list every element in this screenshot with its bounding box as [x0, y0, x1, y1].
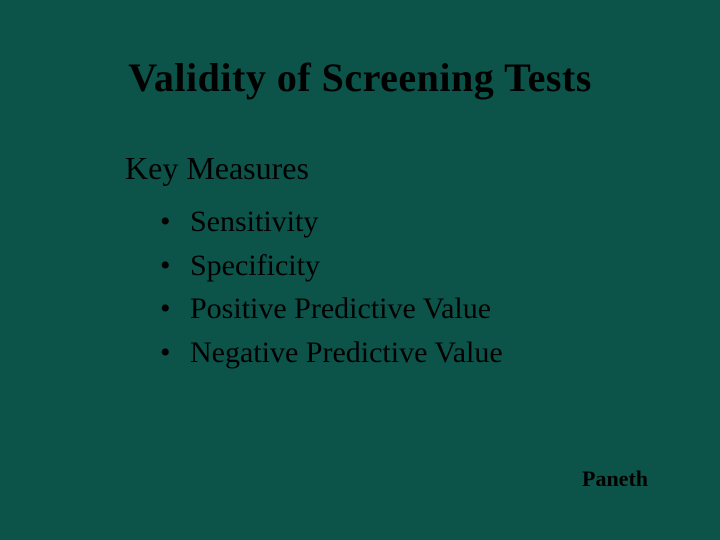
bullet-icon: •	[160, 200, 171, 244]
list-item: • Sensitivity	[160, 200, 503, 244]
slide: Validity of Screening Tests Key Measures…	[0, 0, 720, 540]
footer-author: Paneth	[582, 466, 648, 492]
list-item: • Negative Predictive Value	[160, 331, 503, 375]
bullet-text: Negative Predictive Value	[190, 336, 503, 369]
bullet-icon: •	[160, 244, 171, 288]
slide-title: Validity of Screening Tests	[0, 54, 720, 101]
bullet-list: • Sensitivity • Specificity • Positive P…	[160, 200, 503, 374]
bullet-icon: •	[160, 287, 171, 331]
list-item: • Positive Predictive Value	[160, 287, 503, 331]
bullet-icon: •	[160, 331, 171, 375]
bullet-text: Specificity	[190, 249, 320, 282]
list-item: • Specificity	[160, 244, 503, 288]
bullet-text: Positive Predictive Value	[190, 292, 491, 325]
bullet-text: Sensitivity	[190, 205, 318, 238]
slide-subtitle: Key Measures	[125, 150, 309, 187]
